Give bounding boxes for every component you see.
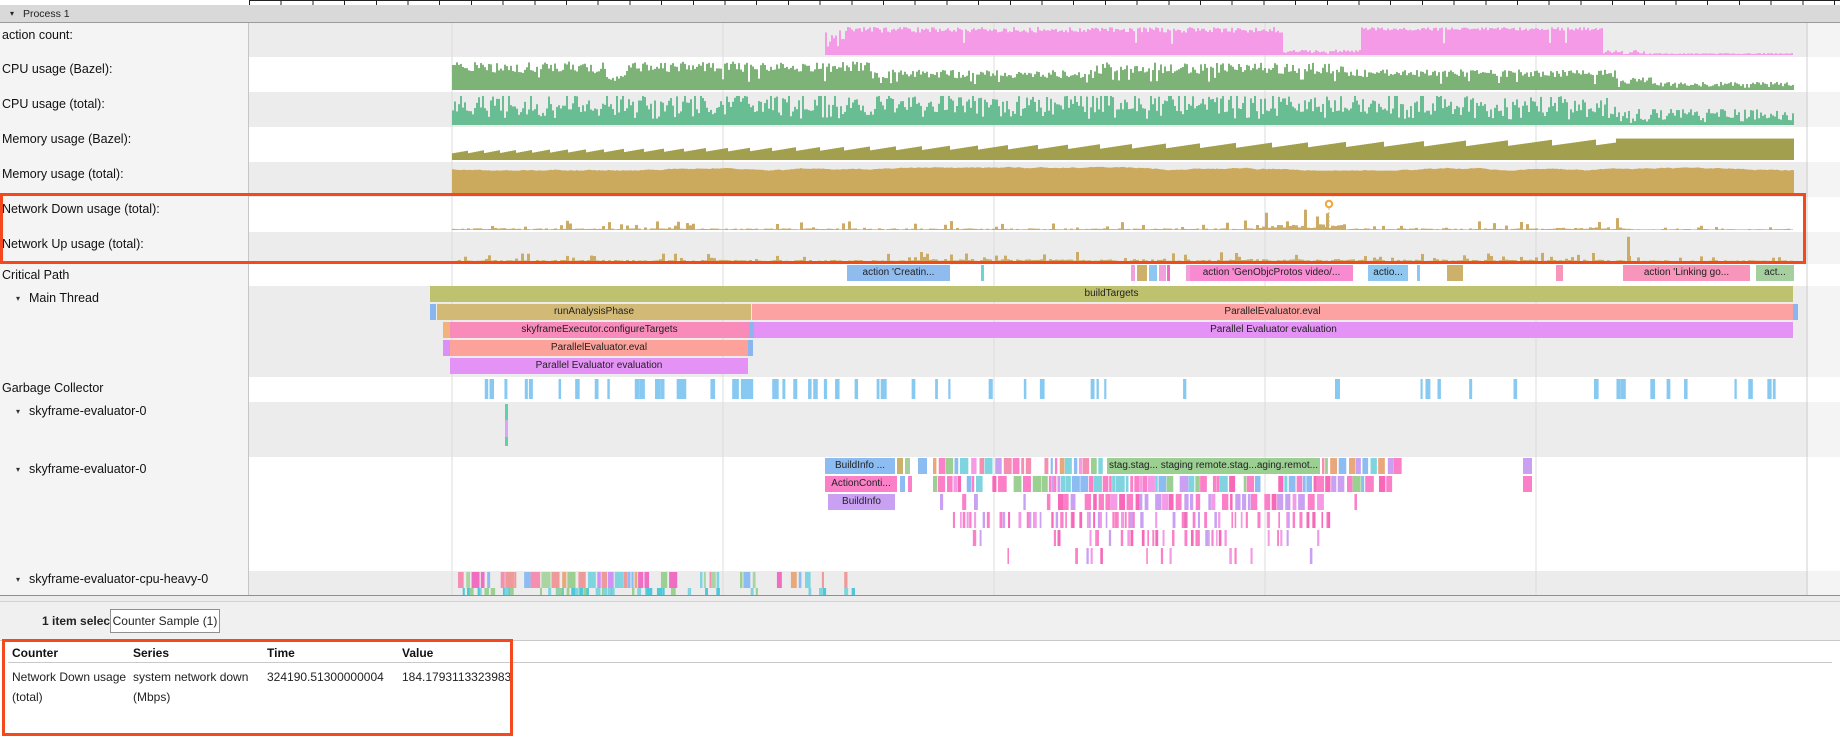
slice-sliver[interactable] xyxy=(918,458,927,474)
collapse-arrow-icon[interactable]: ▾ xyxy=(10,9,15,18)
track-row-background xyxy=(249,57,1840,92)
slice[interactable]: ParallelEvaluator.eval xyxy=(450,340,748,356)
slice[interactable]: ActionConti... xyxy=(825,476,897,492)
track-row-background xyxy=(249,127,1840,162)
slice-sliver[interactable] xyxy=(908,476,912,492)
track-label-skyframe-evaluator-0[interactable]: ▾ skyframe-evaluator-0 xyxy=(16,462,146,477)
cell-series: system network down (Mbps) xyxy=(133,670,249,704)
track-label-action-count[interactable]: action count: xyxy=(2,28,73,42)
column-header-value[interactable]: Value xyxy=(402,646,434,660)
track-label-network-up-usage-total[interactable]: Network Up usage (total): xyxy=(2,237,144,251)
track-label-memory-usage-total[interactable]: Memory usage (total): xyxy=(2,167,124,181)
collapse-arrow-icon[interactable]: ▾ xyxy=(16,407,21,416)
slice-sliver[interactable] xyxy=(1186,265,1190,281)
track-sidebar: action count: CPU usage (Bazel): CPU usage… xyxy=(0,23,249,595)
timeline-tracks[interactable]: action 'Creatin... action 'GenObjcProtos … xyxy=(0,0,1840,595)
panel-divider[interactable] xyxy=(0,595,1840,602)
slice-sliver[interactable] xyxy=(1417,265,1420,281)
column-header-time[interactable]: Time xyxy=(267,646,295,660)
track-label-text: Main Thread xyxy=(29,291,99,305)
track-row-background xyxy=(249,457,1840,571)
slice[interactable]: Parallel Evaluator evaluation xyxy=(754,322,1793,338)
slice[interactable]: actio... xyxy=(1368,265,1408,281)
track-row-background xyxy=(249,92,1840,127)
slice-sliver[interactable] xyxy=(1167,265,1170,281)
column-header-counter[interactable]: Counter xyxy=(12,646,58,660)
track-label-text: skyframe-evaluator-0 xyxy=(29,462,147,476)
trace-end-fade xyxy=(1808,23,1840,595)
track-row-background xyxy=(249,571,1840,595)
slice-sliver[interactable] xyxy=(749,322,754,338)
track-row-background xyxy=(249,402,1840,457)
track-label-text: skyframe-evaluator-cpu-heavy-0 xyxy=(29,572,209,586)
slice-sliver[interactable] xyxy=(1523,476,1532,492)
slice[interactable]: action 'Creatin... xyxy=(847,265,950,281)
slice-sliver[interactable] xyxy=(443,322,450,338)
track-label-critical-path[interactable]: Critical Path xyxy=(2,268,69,282)
collapse-arrow-icon[interactable]: ▾ xyxy=(16,575,21,584)
time-ruler[interactable] xyxy=(249,0,1840,5)
track-row-background xyxy=(249,377,1840,402)
slice-sliver[interactable] xyxy=(430,304,436,320)
slice[interactable]: buildTargets xyxy=(430,286,1793,302)
cell-value: 184.1793113323983 xyxy=(402,670,512,684)
track-row-background xyxy=(249,23,1840,57)
track-label-skyframe-evaluator-cpu-heavy-0[interactable]: ▾ skyframe-evaluator-cpu-heavy-0 xyxy=(16,572,208,587)
tab-counter-sample[interactable]: Counter Sample (1) xyxy=(110,609,220,633)
slice-sliver[interactable] xyxy=(443,340,450,356)
slice[interactable]: action 'GenObjcProtos video/... xyxy=(1190,265,1353,281)
slice-sliver[interactable] xyxy=(1447,265,1463,281)
track-row-background xyxy=(249,197,1840,232)
track-row-background xyxy=(249,264,1840,286)
slice[interactable]: Parallel Evaluator evaluation xyxy=(450,358,748,374)
slice-sliver[interactable] xyxy=(897,458,903,474)
slice[interactable]: act... xyxy=(1756,265,1794,281)
slice-sliver[interactable] xyxy=(1523,458,1532,474)
track-label-cpu-usage-total[interactable]: CPU usage (total): xyxy=(2,97,105,111)
slice-sliver[interactable] xyxy=(900,476,905,492)
cell-time: 324190.51300000004 xyxy=(267,670,384,684)
track-label-text: skyframe-evaluator-0 xyxy=(29,404,147,418)
slice[interactable]: ParallelEvaluator.eval xyxy=(752,304,1793,320)
slice[interactable]: stag.stag... staging remote.stag...aging… xyxy=(1107,458,1320,474)
track-label-skyframe-evaluator-0[interactable]: ▾ skyframe-evaluator-0 xyxy=(16,404,146,419)
table-header-divider xyxy=(8,662,1832,663)
collapse-arrow-icon[interactable]: ▾ xyxy=(16,465,21,474)
slice[interactable]: runAnalysisPhase xyxy=(437,304,751,320)
details-tab-bar: 1 item selected. Counter Sample (1) xyxy=(0,602,1840,641)
track-row-background xyxy=(249,162,1840,197)
track-label-text: Critical Path xyxy=(2,268,70,282)
slice-sliver[interactable] xyxy=(748,340,753,356)
slice[interactable]: action 'Linking go... xyxy=(1623,265,1750,281)
slice[interactable]: BuildInfo xyxy=(828,494,895,510)
collapse-arrow-icon[interactable]: ▾ xyxy=(16,294,21,303)
track-label-network-down-usage-total[interactable]: Network Down usage (total): xyxy=(2,202,160,216)
column-header-series[interactable]: Series xyxy=(133,646,170,660)
selection-status: 1 item selected. xyxy=(42,614,132,628)
slice-sliver[interactable] xyxy=(1159,265,1166,281)
track-label-text: Garbage Collector xyxy=(2,381,104,395)
track-label-cpu-usage-bazel[interactable]: CPU usage (Bazel): xyxy=(2,62,113,76)
details-panel: Counter Series Time Value Network Down u… xyxy=(0,639,1840,742)
slice-sliver[interactable] xyxy=(981,265,984,281)
slice-sliver[interactable] xyxy=(1556,265,1563,281)
slice-sliver[interactable] xyxy=(905,458,910,474)
track-label-main-thread[interactable]: ▾ Main Thread xyxy=(16,291,99,306)
slice[interactable]: skyframeExecutor.configureTargets xyxy=(450,322,749,338)
slice[interactable]: BuildInfo ... xyxy=(825,458,895,474)
track-row-background xyxy=(249,232,1840,264)
process-header[interactable]: ▾ Process 1 xyxy=(0,5,1840,23)
slice-sliver[interactable] xyxy=(1149,265,1157,281)
cell-counter: Network Down usage (total) xyxy=(12,670,127,704)
slice-sliver[interactable] xyxy=(1131,265,1135,281)
track-label-memory-usage-bazel[interactable]: Memory usage (Bazel): xyxy=(2,132,132,146)
process-title: Process 1 xyxy=(22,8,70,20)
slice-sliver[interactable] xyxy=(1137,265,1147,281)
slice-sliver[interactable] xyxy=(1793,304,1798,320)
track-label-garbage-collector[interactable]: Garbage Collector xyxy=(2,381,103,395)
